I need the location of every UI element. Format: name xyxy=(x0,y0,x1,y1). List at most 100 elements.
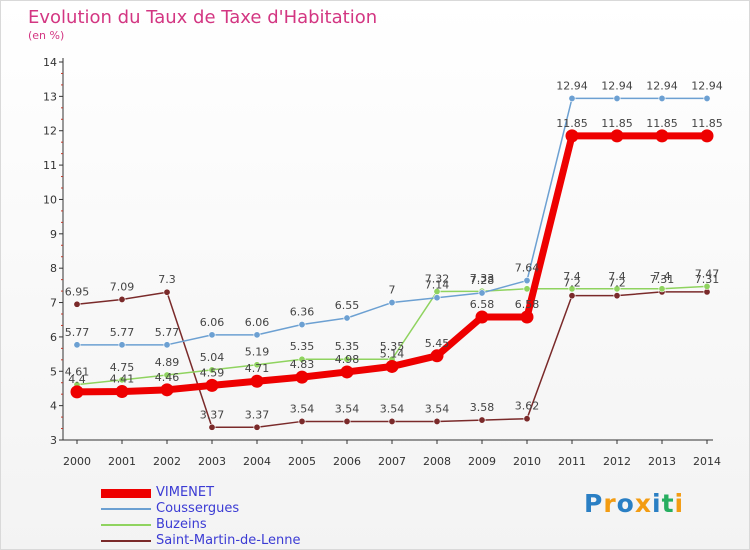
data-label: 5.77 xyxy=(65,326,90,339)
data-point xyxy=(73,341,81,349)
data-label: 12.94 xyxy=(646,79,678,92)
data-label: 7.31 xyxy=(650,273,675,286)
data-label: 6.36 xyxy=(290,306,315,319)
data-label: 6.06 xyxy=(200,316,225,329)
data-point xyxy=(568,285,576,293)
data-point xyxy=(163,341,171,349)
y-tick-label: 5 xyxy=(50,365,57,378)
data-point xyxy=(658,285,666,293)
data-point xyxy=(118,295,126,303)
x-tick-label: 2010 xyxy=(513,455,541,468)
data-label: 5.19 xyxy=(245,346,270,359)
data-point xyxy=(115,385,129,399)
proxiti-logo: Proxiti xyxy=(584,489,684,518)
data-label: 11.85 xyxy=(691,117,723,130)
data-point xyxy=(523,277,531,285)
data-point xyxy=(610,129,624,143)
data-point xyxy=(208,331,216,339)
legend-label: Saint-Martin-de-Lenne xyxy=(156,533,301,548)
y-tick-label: 14 xyxy=(43,56,57,69)
data-label: 5.77 xyxy=(110,326,135,339)
data-point xyxy=(523,285,531,293)
data-label: 5.35 xyxy=(335,340,360,353)
data-point xyxy=(160,383,174,397)
data-point xyxy=(70,385,84,399)
data-label: 4.75 xyxy=(110,361,135,374)
x-tick-label: 2001 xyxy=(108,455,136,468)
data-point xyxy=(118,376,126,384)
data-label: 11.85 xyxy=(556,117,588,130)
data-point xyxy=(520,310,534,324)
data-label: 7.31 xyxy=(695,273,720,286)
data-point xyxy=(205,378,219,392)
data-point xyxy=(703,94,711,102)
data-label: 7.28 xyxy=(470,274,495,287)
data-point xyxy=(433,294,441,302)
x-tick-label: 2008 xyxy=(423,455,451,468)
data-label: 3.54 xyxy=(425,402,450,415)
data-label: 7.4 xyxy=(563,270,581,283)
data-point xyxy=(478,289,486,297)
data-point xyxy=(343,417,351,425)
data-label: 7.14 xyxy=(425,279,450,292)
data-label: 12.94 xyxy=(556,79,588,92)
data-point xyxy=(385,359,399,373)
x-tick-label: 2000 xyxy=(63,455,91,468)
data-point xyxy=(253,423,261,431)
data-point xyxy=(295,370,309,384)
data-point xyxy=(208,423,216,431)
data-label: 12.94 xyxy=(691,79,723,92)
legend-swatch xyxy=(101,540,151,542)
data-label: 6.58 xyxy=(515,298,540,311)
data-point xyxy=(118,341,126,349)
y-tick-label: 3 xyxy=(50,434,57,447)
data-label: 4.61 xyxy=(65,366,90,379)
data-point xyxy=(253,361,261,369)
data-point xyxy=(298,321,306,329)
legend-swatch xyxy=(101,508,151,510)
data-point xyxy=(568,94,576,102)
y-tick-label: 4 xyxy=(50,400,57,413)
x-tick-label: 2014 xyxy=(693,455,721,468)
data-label: 6.55 xyxy=(335,299,360,312)
data-point xyxy=(163,288,171,296)
data-point xyxy=(523,415,531,423)
unit-label: (en %) xyxy=(28,29,65,42)
chart-title: Evolution du Taux de Taxe d'Habitation xyxy=(28,7,378,28)
data-label: 7 xyxy=(389,284,396,297)
legend-swatch xyxy=(101,488,151,498)
x-tick-label: 2007 xyxy=(378,455,406,468)
data-point xyxy=(343,355,351,363)
data-label: 4.71 xyxy=(245,362,270,375)
x-tick-label: 2005 xyxy=(288,455,316,468)
data-label: 5.35 xyxy=(290,340,315,353)
data-point xyxy=(700,129,714,143)
data-point xyxy=(340,365,354,379)
data-label: 3.37 xyxy=(245,408,270,421)
logo-letter: i xyxy=(652,489,662,518)
data-label: 5.45 xyxy=(425,337,450,350)
data-label: 4.41 xyxy=(110,373,135,386)
data-label: 4.46 xyxy=(155,371,180,384)
legend-swatch xyxy=(101,524,151,526)
x-tick-label: 2009 xyxy=(468,455,496,468)
series-lines xyxy=(70,94,714,431)
logo-letter: x xyxy=(634,489,652,518)
data-point xyxy=(475,310,489,324)
y-tick-label: 6 xyxy=(50,331,57,344)
x-tick-label: 2004 xyxy=(243,455,271,468)
logo-letter: r xyxy=(603,489,617,518)
x-tick-label: 2003 xyxy=(198,455,226,468)
data-point xyxy=(388,299,396,307)
y-tick-label: 10 xyxy=(43,193,57,206)
data-point xyxy=(253,331,261,339)
data-label: 7.2 xyxy=(563,277,581,290)
data-point xyxy=(250,374,264,388)
y-tick-label: 7 xyxy=(50,297,57,310)
logo-letter: o xyxy=(616,489,635,518)
axes: 3 4 5 6 7 8 9 10 11 12 13 14 2000 2001 2002 2003 2004 200… xyxy=(43,56,721,468)
data-point xyxy=(388,417,396,425)
data-point xyxy=(658,94,666,102)
